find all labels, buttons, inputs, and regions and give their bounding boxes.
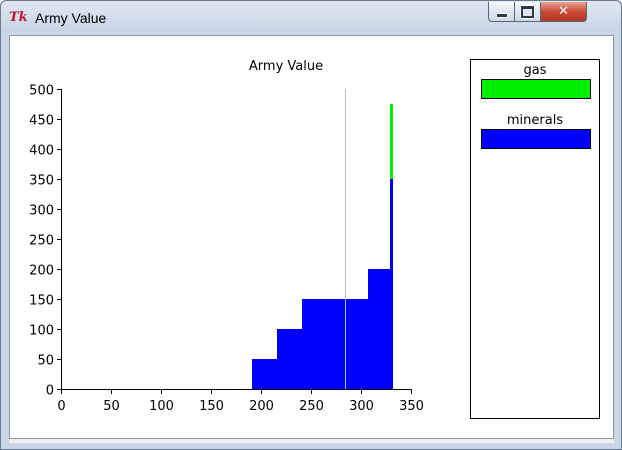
x-tick-label-300: 300: [349, 399, 374, 414]
legend-swatch-minerals: [481, 129, 591, 149]
y-tick-label-450: 450: [29, 114, 54, 129]
legend-label-gas: gas: [523, 63, 547, 78]
y-tick-label-500: 500: [29, 84, 54, 99]
x-tick-label-50: 50: [103, 399, 120, 414]
minerals-bar-3: [302, 299, 368, 389]
x-tick-label-350: 350: [399, 399, 424, 414]
x-tick-label-150: 150: [199, 399, 224, 414]
minerals-bar-4: [368, 269, 390, 389]
y-tick-label-350: 350: [29, 174, 54, 189]
x-tick-label-250: 250: [299, 399, 324, 414]
status-strip: [9, 439, 614, 443]
minerals-bar-5: [390, 179, 393, 389]
y-tick-label-300: 300: [29, 204, 54, 219]
y-tick-label-100: 100: [29, 324, 54, 339]
legend-label-minerals: minerals: [506, 113, 564, 128]
y-tick-label-400: 400: [29, 144, 54, 159]
minimize-icon: [495, 12, 508, 18]
legend-swatch-gas: [481, 79, 591, 99]
x-tick-label-200: 200: [249, 399, 274, 414]
y-tick-label-0: 0: [46, 384, 54, 399]
army-value-chart: Army Value050100150200250300350400450500…: [29, 59, 424, 414]
gas-bar-1: [390, 104, 393, 179]
y-tick-label-150: 150: [29, 294, 54, 309]
y-tick-label-50: 50: [37, 354, 54, 369]
legend: gas minerals: [470, 59, 600, 419]
y-tick-label-250: 250: [29, 234, 54, 249]
title-bar[interactable]: Tk Army Value ✕: [1, 1, 621, 35]
close-button[interactable]: ✕: [541, 2, 587, 22]
tk-feather-icon: Tk: [9, 10, 28, 25]
minerals-bar-2: [277, 329, 302, 389]
minerals-bar-1: [252, 359, 277, 389]
x-tick-label-100: 100: [149, 399, 174, 414]
minimize-button[interactable]: [488, 2, 515, 22]
chart-title: Army Value: [249, 59, 323, 74]
y-tick-label-200: 200: [29, 264, 54, 279]
x-tick-label-0: 0: [57, 399, 65, 414]
maximize-icon: [520, 4, 535, 19]
window-title: Army Value: [35, 10, 107, 26]
close-icon: ✕: [558, 4, 569, 19]
canvas-area: Army Value 0 50 100 150 200 250 300 350 400 450 500…: [9, 35, 614, 439]
maximize-button[interactable]: [515, 2, 541, 22]
